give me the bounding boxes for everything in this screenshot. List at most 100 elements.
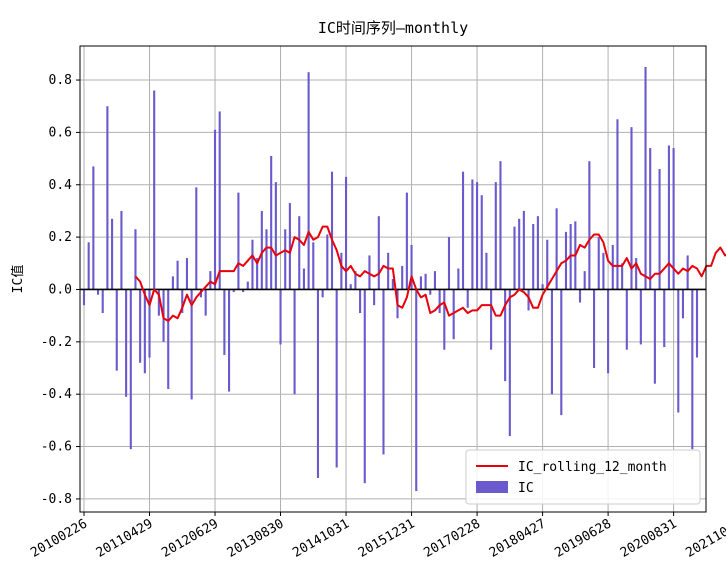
ic-bar — [349, 284, 352, 290]
ic-bar — [457, 268, 460, 290]
ic-bar — [630, 127, 633, 290]
ic-bars — [82, 66, 699, 492]
ic-bar — [433, 271, 437, 290]
ic-bar — [106, 106, 109, 290]
x-tick-label: 20200831 — [618, 516, 680, 560]
ic-bar — [213, 129, 217, 290]
ic-bar — [560, 289, 563, 416]
ic-bar — [527, 289, 530, 311]
x-tick-label: 20100226 — [28, 516, 90, 560]
ic-bar — [134, 229, 137, 290]
ic-bar — [195, 187, 198, 290]
y-tick-label: -0.8 — [41, 492, 72, 507]
ic-bar — [143, 289, 146, 374]
ic-bar — [541, 284, 544, 290]
ic-bar — [293, 289, 296, 395]
ic-bar — [139, 289, 142, 363]
ic-bar — [204, 289, 207, 316]
ic-bar — [550, 289, 553, 395]
ic-bar — [167, 289, 170, 389]
ic-bar — [686, 255, 689, 290]
ic-bar — [330, 171, 334, 290]
y-axis-label: IC值 — [10, 265, 26, 294]
ic-bar — [321, 289, 324, 298]
ic-bar — [597, 237, 600, 290]
ic-bar — [387, 252, 390, 290]
ic-bar — [251, 239, 254, 290]
ic-bar — [419, 276, 422, 290]
ic-bar — [129, 289, 132, 450]
ic-bar — [639, 289, 642, 345]
ic-bar — [522, 210, 525, 290]
ic-bar — [82, 289, 86, 306]
ic-bar — [171, 276, 174, 290]
ic-bar — [546, 239, 549, 290]
y-tick-label: 0.4 — [49, 178, 73, 193]
ic-bar — [284, 229, 287, 290]
ic-bar — [461, 171, 465, 290]
ic-bar — [681, 289, 685, 319]
ic-bar — [485, 252, 488, 290]
x-tick-label: 20120629 — [159, 516, 221, 560]
ic-bar — [153, 90, 156, 290]
x-tick-label: 20151231 — [356, 516, 418, 560]
legend-swatch-ic — [476, 481, 508, 493]
chart-title: IC时间序列—monthly — [318, 19, 468, 37]
legend-label-ic: IC — [518, 481, 534, 496]
ic-bar — [625, 289, 628, 350]
y-tick-label: -0.6 — [41, 440, 72, 455]
ic-bar — [92, 166, 95, 290]
ic-bar — [611, 244, 614, 290]
ic-bar — [555, 208, 558, 290]
ic-bar — [649, 148, 652, 290]
y-tick-label: -0.4 — [41, 387, 72, 402]
ic-bar — [471, 179, 474, 290]
ic-bar — [410, 244, 413, 290]
ic-bar — [588, 161, 591, 290]
ic-bar — [185, 258, 188, 290]
ic-bar — [504, 289, 507, 382]
ic-bar — [209, 271, 212, 290]
ic-bar — [695, 289, 699, 358]
y-tick-label: -0.2 — [41, 335, 72, 350]
ic-bar — [429, 289, 432, 295]
legend: IC_rolling_12_month IC — [465, 449, 701, 505]
ic-bar — [274, 182, 277, 290]
ic-bar — [120, 210, 123, 290]
ic-bar — [373, 289, 376, 306]
ic-bar — [424, 273, 427, 290]
ic-bar — [663, 289, 666, 348]
y-tick-label: 0.6 — [49, 125, 72, 140]
ic-bar — [447, 237, 451, 290]
ic-bar — [181, 289, 184, 314]
ic-bar — [265, 229, 268, 290]
plot-frame — [79, 45, 707, 513]
ic-bar — [658, 169, 661, 290]
ic-bar — [115, 289, 118, 371]
ic-bar — [644, 66, 647, 290]
ic-bar — [344, 176, 348, 290]
ic-bar — [340, 252, 343, 290]
ic-bar — [176, 260, 179, 290]
ic-bar — [335, 289, 338, 468]
ic-bar — [279, 289, 282, 345]
x-tick-label: 20110429 — [94, 516, 156, 560]
ic-bar — [415, 289, 418, 492]
ic-bar — [635, 258, 638, 290]
ic-bar — [316, 289, 320, 478]
ic-bar — [583, 271, 586, 290]
ic-bar — [391, 279, 394, 290]
ic-bar — [298, 216, 301, 290]
ic-bar — [288, 203, 291, 290]
legend-label-rolling: IC_rolling_12_month — [518, 460, 667, 475]
ic-bar — [593, 289, 596, 369]
ic-rolling-line — [134, 225, 726, 322]
ic-bar — [667, 145, 670, 290]
legend-box — [465, 449, 701, 505]
ic-bar — [354, 271, 357, 290]
y-axis: -0.8 -0.6 -0.4 -0.2 0.0 0.2 0.4 0.6 0.8 — [41, 73, 80, 507]
ic-bar — [691, 289, 694, 450]
ic-bar — [302, 268, 305, 290]
ic-bar — [602, 252, 605, 290]
ic-bar — [218, 111, 221, 290]
